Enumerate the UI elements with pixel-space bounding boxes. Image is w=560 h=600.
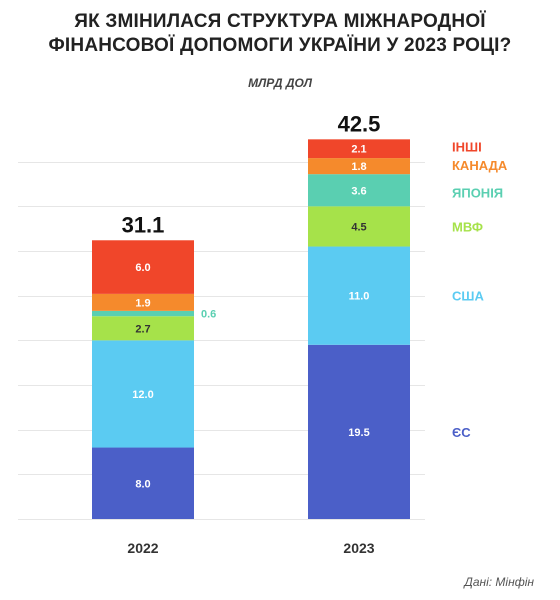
legend-label: МВФ xyxy=(452,219,483,234)
legend-label: ІНШІ xyxy=(452,140,482,155)
bar-segment xyxy=(92,293,194,311)
data-label: 2.7 xyxy=(135,323,150,335)
total-label: 31.1 xyxy=(122,212,165,237)
data-label: 2.1 xyxy=(351,144,366,156)
data-label: 12.0 xyxy=(132,389,153,401)
chart-subtitle: МЛРД ДОЛ xyxy=(248,76,312,90)
bar-segment xyxy=(92,340,194,448)
segment-labels: 8.0 12.0 2.7 0.6 1.9 6.0 19.5 11.0 4.5 3.6 1.8 2.1 xyxy=(132,144,369,491)
bar-segment xyxy=(92,310,194,317)
total-labels: 31.1 42.5 xyxy=(122,111,381,237)
data-label: 4.5 xyxy=(351,221,366,233)
bar-segment xyxy=(308,206,410,247)
x-tick-labels: 2022 2023 xyxy=(127,540,374,556)
x-tick-label: 2022 xyxy=(127,540,158,556)
bar-segment xyxy=(308,139,410,159)
chart-title: ЯК ЗМІНИЛАСЯ СТРУКТУРА МІЖНАРОДНОЇ ФІНАН… xyxy=(0,10,560,58)
chart-title-line-1: ЯК ЗМІНИЛАСЯ СТРУКТУРА МІЖНАРОДНОЇ xyxy=(74,11,486,32)
legend-label: ЯПОНІЯ xyxy=(452,185,503,200)
bar-segment xyxy=(308,246,410,345)
bar-segment xyxy=(308,158,410,175)
data-label: 11.0 xyxy=(349,291,370,303)
total-label: 42.5 xyxy=(338,111,381,136)
bar-segment xyxy=(92,316,194,341)
bar-segment xyxy=(92,447,194,519)
bar-segment xyxy=(92,240,194,294)
bar-segment xyxy=(308,344,410,519)
data-label: 0.6 xyxy=(201,309,216,321)
data-label: 8.0 xyxy=(135,478,150,490)
bar-segment xyxy=(308,174,410,207)
legend-label: КАНАДА xyxy=(452,158,508,173)
legend-label: США xyxy=(452,289,484,304)
x-tick-label: 2023 xyxy=(343,540,374,556)
source-note: Дані: Мінфін xyxy=(464,575,534,589)
data-label: 19.5 xyxy=(348,427,369,439)
data-label: 1.9 xyxy=(135,297,150,309)
legend: ЄС США МВФ ЯПОНІЯ КАНАДА ІНШІ xyxy=(452,140,508,440)
data-label: 6.0 xyxy=(135,262,150,274)
data-label: 1.8 xyxy=(351,161,366,173)
chart-title-line-2: ФІНАНСОВОЇ ДОПОМОГИ УКРАЇНИ У 2023 РОЦІ? xyxy=(48,35,512,56)
data-label: 3.6 xyxy=(351,185,366,197)
legend-label: ЄС xyxy=(452,425,471,440)
bars xyxy=(92,139,410,519)
